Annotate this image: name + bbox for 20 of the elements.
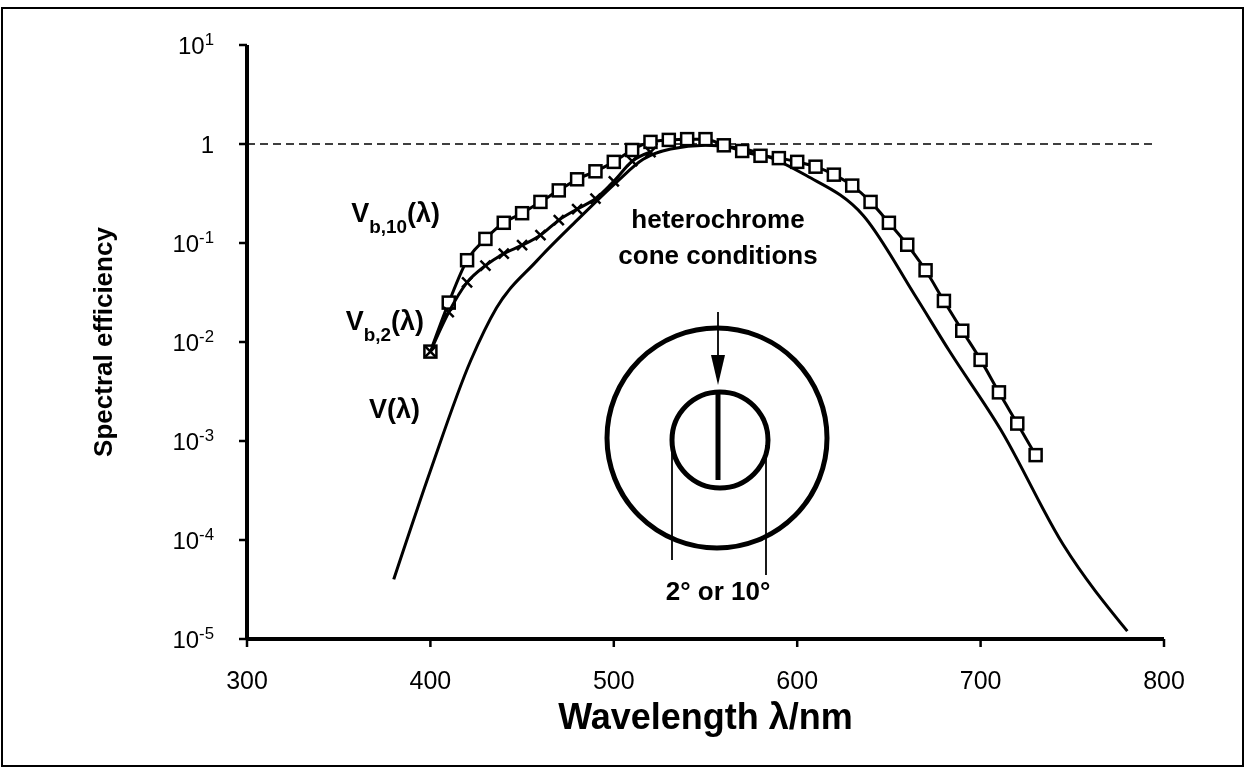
x-tick-label: 500 <box>592 666 635 694</box>
x-axis-title: Wavelength λ/nm <box>558 696 853 737</box>
y-tick-label: 10$^{-5}$ <box>172 623 214 653</box>
y-tick-label: 1 <box>200 131 214 158</box>
y-tick-label: 10$^{-2}$ <box>172 326 214 356</box>
x-tick-label: 400 <box>409 666 452 694</box>
x-tick-label: 700 <box>959 666 1002 694</box>
y-tick-label: 10$^{1}$ <box>177 29 214 59</box>
y-tick-label: 10$^{-4}$ <box>172 524 214 554</box>
series-label: V(λ) <box>368 394 420 424</box>
x-tick-label: 800 <box>1143 666 1185 694</box>
x-tick-label: 600 <box>776 666 819 694</box>
y-tick-label: 10$^{-1}$ <box>172 227 214 257</box>
series-label: V$_{b,10}$(λ) <box>351 198 440 237</box>
annotation: heterochrome cone conditions <box>618 204 818 270</box>
series-label: V$_{b,2}$(λ) <box>345 306 424 345</box>
y-axis-title: Spectral efficiency <box>88 226 118 457</box>
y-tick-label: 10$^{-3}$ <box>172 425 214 455</box>
x-tick-label: 300 <box>226 666 268 694</box>
annotation: 2° or 10° <box>665 576 771 606</box>
